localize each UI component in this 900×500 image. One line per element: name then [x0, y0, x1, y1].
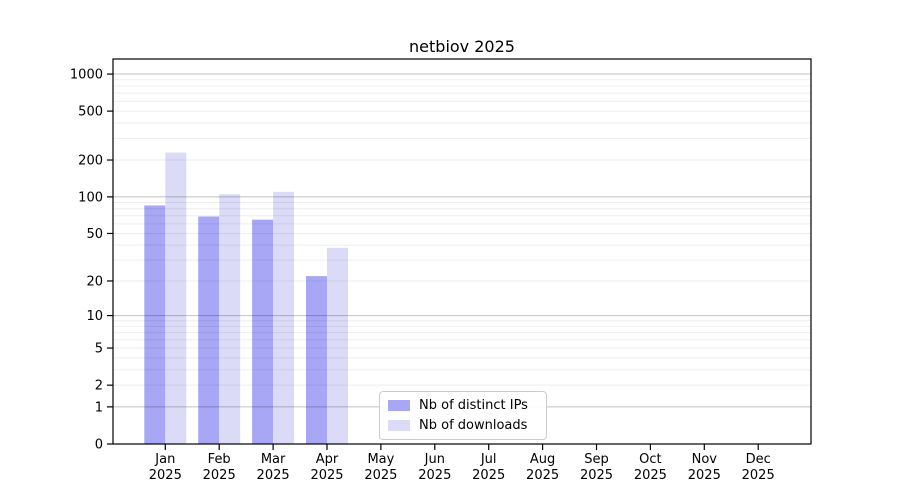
y-tick-label: 100 [78, 190, 103, 205]
legend: Nb of distinct IPs Nb of downloads [379, 391, 547, 440]
y-tick-label: 0 [95, 438, 103, 453]
x-tick-label-month: Dec [746, 452, 771, 467]
x-tick-label-month: Feb [208, 452, 231, 467]
x-tick-label-month: May [367, 452, 394, 467]
bar-nb-of-downloads-feb [219, 194, 241, 444]
legend-swatch-distinct-ips-icon [388, 400, 410, 411]
y-tick-label: 500 [78, 105, 103, 120]
bar-nb-of-downloads-mar [273, 191, 295, 444]
bar-nb-of-distinct-ips-apr [306, 276, 327, 444]
y-tick-label: 2 [95, 379, 103, 394]
y-tick-label: 10 [86, 309, 103, 324]
y-tick-label: 1000 [70, 68, 103, 83]
legend-label-downloads: Nb of downloads [419, 418, 528, 433]
plot-frame [112, 58, 812, 445]
x-tick-label-year: 2025 [149, 468, 182, 483]
y-tick-label: 50 [86, 227, 103, 242]
x-tick-label-month: Jan [154, 452, 175, 467]
bar-nb-of-downloads-apr [327, 247, 348, 444]
legend-item-downloads: Nb of downloads [388, 417, 538, 434]
x-tick-label-year: 2025 [310, 468, 343, 483]
y-tick-label: 20 [86, 274, 103, 289]
y-tick-label: 200 [78, 154, 103, 169]
x-tick-label-year: 2025 [742, 468, 775, 483]
bar-nb-of-distinct-ips-jan [144, 205, 166, 444]
x-tick-label-year: 2025 [580, 468, 613, 483]
x-tick-label-year: 2025 [418, 468, 451, 483]
x-tick-label-month: Nov [692, 452, 718, 467]
x-tick-label-month: Jul [480, 452, 497, 467]
y-tick-label: 1 [95, 400, 103, 415]
bar-nb-of-distinct-ips-mar [252, 219, 274, 444]
x-tick-label-month: Mar [261, 452, 286, 467]
x-tick-label-year: 2025 [634, 468, 667, 483]
x-tick-label-year: 2025 [364, 468, 397, 483]
legend-label-distinct-ips: Nb of distinct IPs [419, 398, 528, 413]
x-tick-label-month: Aug [530, 452, 555, 467]
x-tick-label-year: 2025 [688, 468, 721, 483]
x-tick-label-year: 2025 [526, 468, 559, 483]
chart-title: netbiov 2025 [409, 37, 515, 56]
bar-nb-of-distinct-ips-feb [198, 216, 220, 444]
x-tick-label-year: 2025 [203, 468, 236, 483]
legend-item-distinct-ips: Nb of distinct IPs [388, 397, 538, 414]
y-tick-label: 5 [95, 342, 103, 357]
bar-nb-of-downloads-jan [165, 152, 187, 445]
x-tick-label-year: 2025 [257, 468, 290, 483]
x-tick-label-month: Jun [424, 452, 445, 467]
x-tick-label-month: Apr [316, 452, 339, 467]
legend-swatch-downloads-icon [388, 420, 410, 431]
x-tick-label-month: Sep [584, 452, 609, 467]
x-tick-label-year: 2025 [472, 468, 505, 483]
x-tick-label-month: Oct [639, 452, 661, 467]
